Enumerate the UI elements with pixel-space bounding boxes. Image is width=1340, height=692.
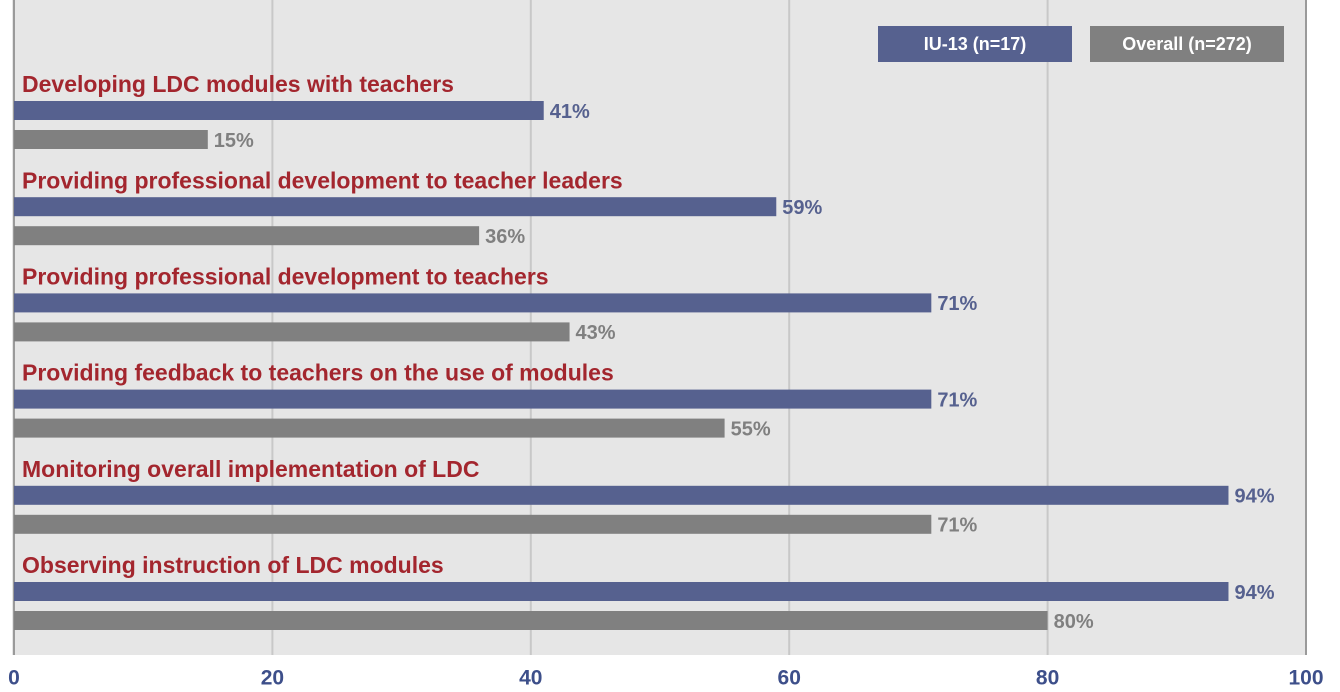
value-label: 36% xyxy=(485,226,525,248)
category-label: Developing LDC modules with teachers xyxy=(22,71,454,97)
value-label: 71% xyxy=(937,389,977,411)
bar xyxy=(14,130,208,149)
value-label: 59% xyxy=(782,197,822,219)
value-label: 71% xyxy=(937,515,977,537)
category-label: Monitoring overall implementation of LDC xyxy=(22,456,479,482)
value-label: 15% xyxy=(214,130,254,152)
bar xyxy=(14,197,777,217)
legend-label: IU-13 (n=17) xyxy=(924,34,1027,54)
bar xyxy=(14,389,932,409)
x-tick-label: 80 xyxy=(1036,667,1059,690)
bar xyxy=(14,418,725,438)
category-label: Providing professional development to te… xyxy=(22,167,623,193)
x-tick-label: 40 xyxy=(519,667,542,690)
value-label: 43% xyxy=(576,322,616,344)
value-label: 94% xyxy=(1234,486,1274,508)
bar xyxy=(14,514,932,534)
value-label: 41% xyxy=(550,101,590,123)
bar xyxy=(14,293,932,313)
category-label: Providing professional development to te… xyxy=(22,263,549,289)
value-label: 55% xyxy=(731,418,771,440)
x-tick-label: 60 xyxy=(778,667,801,690)
bar xyxy=(14,611,1048,630)
bar xyxy=(14,485,1229,505)
value-label: 94% xyxy=(1234,582,1274,604)
bar xyxy=(14,101,544,120)
legend-swatch xyxy=(1090,26,1284,62)
bar xyxy=(14,226,480,246)
x-tick-label: 20 xyxy=(261,667,284,690)
legend-swatch xyxy=(878,26,1072,62)
category-label: Providing feedback to teachers on the us… xyxy=(22,360,614,386)
value-label: 71% xyxy=(937,293,977,315)
x-tick-label: 100 xyxy=(1288,667,1323,690)
x-tick-label: 0 xyxy=(8,667,20,690)
bar xyxy=(14,582,1229,601)
category-label: Observing instruction of LDC modules xyxy=(22,552,444,578)
bar xyxy=(14,322,570,342)
legend-label: Overall (n=272) xyxy=(1122,34,1252,54)
value-label: 80% xyxy=(1054,611,1094,633)
